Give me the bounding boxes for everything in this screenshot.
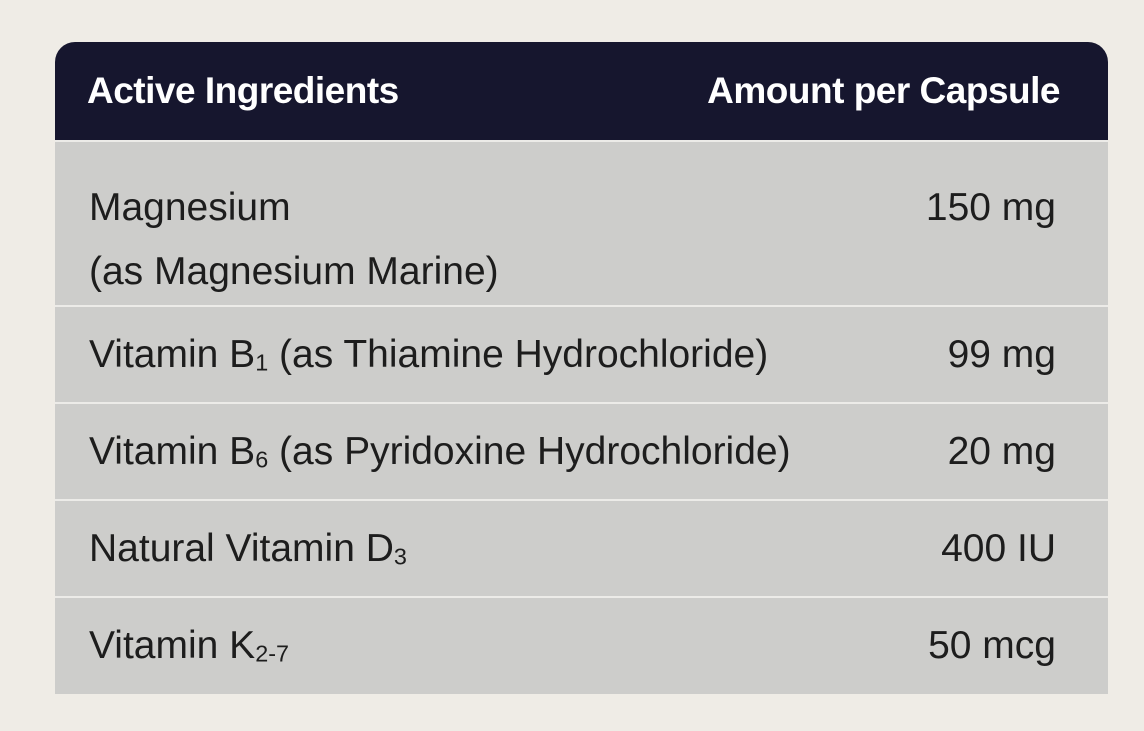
ingredients-table: Active Ingredients Amount per Capsule Ma…	[55, 42, 1108, 694]
ingredient-name: Vitamin B1 (as Thiamine Hydrochloride)	[89, 332, 769, 376]
ingredient-amount: 400 IU	[941, 526, 1056, 570]
ingredient-name: Magnesium (as Magnesium Marine)	[89, 186, 499, 293]
table-row: Natural Vitamin D3 400 IU	[55, 499, 1108, 596]
table-header: Active Ingredients Amount per Capsule	[55, 42, 1108, 140]
ingredient-amount: 150 mg	[925, 186, 1056, 229]
table-row: Vitamin B1 (as Thiamine Hydrochloride) 9…	[55, 305, 1108, 402]
header-amount: Amount per Capsule	[707, 70, 1060, 111]
ingredient-amount: 20 mg	[947, 429, 1056, 473]
ingredient-name: Vitamin K2-7	[89, 624, 290, 667]
table-row: Vitamin B6 (as Pyridoxine Hydrochloride)…	[55, 402, 1108, 499]
table-row: Vitamin K2-7 50 mcg	[55, 596, 1108, 694]
ingredient-amount: 99 mg	[947, 332, 1056, 376]
ingredient-name: Vitamin B6 (as Pyridoxine Hydrochloride)	[89, 429, 791, 473]
ingredient-amount: 50 mcg	[928, 624, 1056, 667]
header-ingredients: Active Ingredients	[87, 70, 399, 111]
table-row: Magnesium (as Magnesium Marine) 150 mg	[55, 140, 1108, 305]
ingredient-name: Natural Vitamin D3	[89, 526, 407, 570]
